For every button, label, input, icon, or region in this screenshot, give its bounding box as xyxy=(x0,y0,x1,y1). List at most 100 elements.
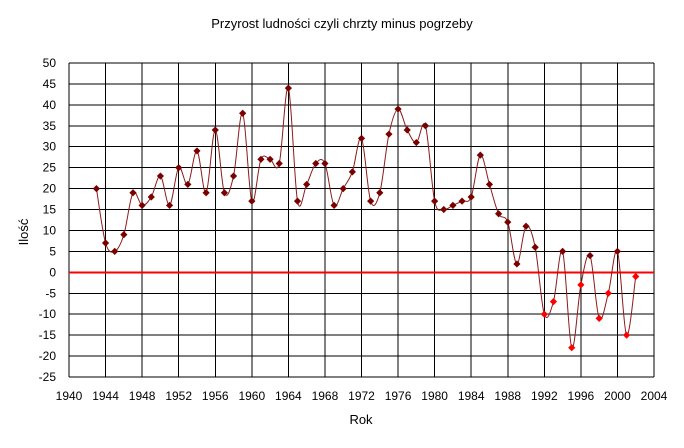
data-point xyxy=(449,201,457,209)
data-point xyxy=(467,193,475,201)
y-tick-label: -15 xyxy=(39,328,57,342)
data-point xyxy=(431,197,439,205)
y-tick-label: 20 xyxy=(43,182,57,196)
grid xyxy=(68,62,655,378)
data-point xyxy=(394,105,402,113)
y-tick-label: 15 xyxy=(43,203,57,217)
x-tick-labels: 1940 1944 1948 1952 1956 1960 1964 1968 1972 1976… xyxy=(56,389,668,403)
y-tick-label: 25 xyxy=(43,161,57,175)
data-point xyxy=(367,197,375,205)
data-point xyxy=(476,151,484,159)
data-point xyxy=(120,231,128,239)
x-tick-label: 2000 xyxy=(604,389,631,403)
data-point xyxy=(376,189,384,197)
data-point xyxy=(458,197,466,205)
x-tick-label: 1976 xyxy=(385,389,412,403)
data-point xyxy=(275,159,283,168)
data-point xyxy=(147,193,155,201)
data-point xyxy=(165,201,174,209)
data-point xyxy=(549,298,558,306)
data-point xyxy=(586,251,594,260)
data-point xyxy=(321,159,329,168)
data-point xyxy=(257,155,265,163)
data-point xyxy=(403,126,411,134)
data-point xyxy=(348,168,356,176)
y-tick-label: 40 xyxy=(43,98,57,112)
y-tick-label: 5 xyxy=(49,244,56,258)
x-tick-label: 1996 xyxy=(568,389,595,403)
x-tick-label: 1968 xyxy=(312,389,339,403)
y-tick-label: -25 xyxy=(39,370,57,384)
y-tick-label: 35 xyxy=(43,119,57,133)
data-point xyxy=(175,164,183,172)
x-tick-label: 1980 xyxy=(421,389,448,403)
x-tick-label: 1984 xyxy=(458,389,485,403)
x-tick-label: 1956 xyxy=(202,389,229,403)
data-point xyxy=(504,218,512,226)
y-axis-label: Ilość xyxy=(16,218,31,245)
x-tick-label: 1948 xyxy=(129,389,156,403)
data-point xyxy=(138,201,146,209)
data-point xyxy=(284,84,292,92)
data-point xyxy=(211,126,219,134)
data-point xyxy=(339,185,347,193)
data-point xyxy=(604,289,612,297)
data-point xyxy=(330,201,338,209)
x-tick-label: 1952 xyxy=(165,389,192,403)
data-point xyxy=(485,180,494,189)
data-point xyxy=(632,272,640,281)
data-point xyxy=(531,243,539,251)
x-tick-label: 1988 xyxy=(494,389,521,403)
data-point xyxy=(239,109,247,117)
data-point xyxy=(421,122,430,130)
y-tick-label: 45 xyxy=(43,77,57,91)
y-tick-label: 10 xyxy=(43,223,57,237)
data-point xyxy=(92,185,101,193)
y-tick-label: 50 xyxy=(43,56,57,70)
data-point xyxy=(622,331,631,339)
data-point xyxy=(156,172,165,180)
data-point xyxy=(568,344,576,352)
data-point xyxy=(513,260,521,268)
data-point xyxy=(184,180,192,189)
data-point xyxy=(193,147,201,155)
data-point xyxy=(412,138,420,147)
data-point xyxy=(312,159,320,168)
data-point xyxy=(577,281,585,289)
chart-title: Przyrost ludności czyli chrzty minus pog… xyxy=(211,16,473,31)
data-point xyxy=(595,314,603,322)
x-tick-label: 2004 xyxy=(641,389,668,403)
data-point xyxy=(101,239,110,247)
y-tick-label: -5 xyxy=(45,286,56,300)
data-point xyxy=(385,130,393,138)
series-line-layer xyxy=(95,87,637,349)
data-point xyxy=(111,247,119,255)
data-point xyxy=(229,172,238,180)
y-tick-label: 0 xyxy=(49,265,56,279)
x-tick-label: 1940 xyxy=(56,389,83,403)
data-point xyxy=(293,197,302,205)
x-tick-label: 1972 xyxy=(348,389,375,403)
data-point xyxy=(266,155,274,163)
data-point xyxy=(202,189,210,197)
x-axis-label: Rok xyxy=(349,412,373,427)
data-point xyxy=(248,197,256,205)
y-tick-label: -10 xyxy=(39,307,57,321)
x-tick-label: 1960 xyxy=(238,389,265,403)
data-point xyxy=(540,310,548,318)
data-point xyxy=(558,247,567,255)
x-tick-label: 1992 xyxy=(531,389,558,403)
data-point xyxy=(495,210,503,218)
data-point xyxy=(357,134,366,142)
y-tick-label: -20 xyxy=(39,349,57,363)
data-point xyxy=(613,247,622,255)
data-points xyxy=(92,84,640,352)
y-tick-labels: -25 -20 -15 -10 -5 0 5 10 15 20 25 30 35 40 45 50 xyxy=(39,56,57,384)
data-point xyxy=(220,189,228,197)
x-tick-label: 1944 xyxy=(92,389,119,403)
data-point xyxy=(522,222,530,230)
x-tick-label: 1964 xyxy=(275,389,302,403)
data-point xyxy=(129,189,137,197)
